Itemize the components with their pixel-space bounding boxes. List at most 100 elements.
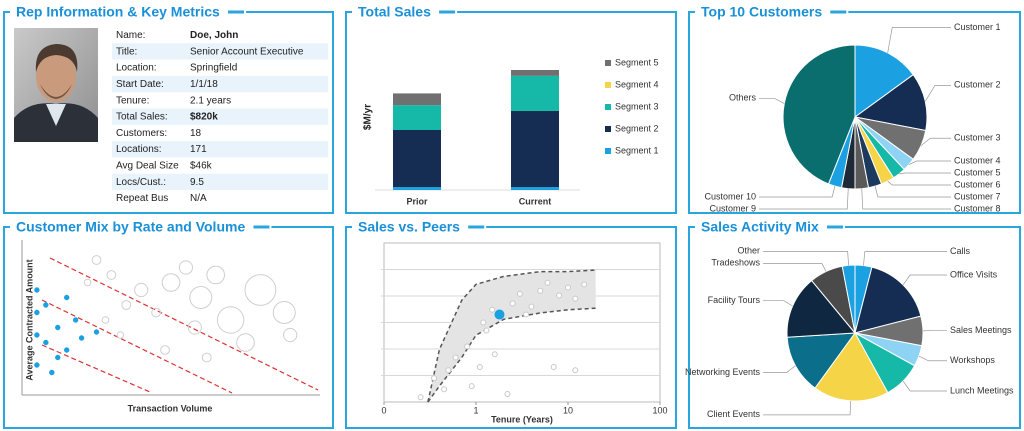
title-gap (695, 218, 845, 236)
panel-title: Rep Information & Key Metrics (16, 4, 220, 20)
bubble (93, 329, 100, 335)
row-label: Tenure: (116, 95, 149, 106)
scatter-point (537, 287, 544, 294)
slice-label: Lunch Meetings (950, 385, 1014, 395)
legend-swatch (605, 60, 611, 66)
row-bg (112, 108, 328, 125)
bubble (34, 309, 40, 316)
trend-line (41, 344, 151, 393)
bubble (134, 282, 149, 298)
scatter-point (494, 309, 505, 320)
bubble (178, 260, 193, 275)
legend-swatch (605, 82, 611, 88)
panel-title: Total Sales (358, 4, 431, 20)
bubble (49, 369, 55, 376)
leader-line (902, 274, 947, 286)
legend-label: Segment 3 (615, 101, 659, 111)
scatter-point (483, 327, 490, 334)
photo-beard (40, 84, 72, 99)
x-tick-label: Current (519, 196, 552, 206)
row-label: Locs/Cust.: (116, 177, 166, 188)
slice-label: Customer 1 (954, 22, 1001, 32)
scatter-point (417, 394, 424, 401)
row-value: 9.5 (190, 177, 204, 188)
bubble (201, 352, 212, 363)
bar-segment (393, 187, 441, 190)
photo-hair (35, 44, 78, 72)
scatter-point (572, 295, 579, 302)
panel-title: Customer Mix by Rate and Volume (16, 219, 245, 235)
pie-slice (786, 332, 857, 389)
x-tick-label: 1 (473, 405, 478, 415)
bubble (216, 306, 245, 334)
title-gap (352, 218, 487, 236)
slice-label: Client Events (707, 409, 761, 419)
legend-swatch (605, 148, 611, 154)
pie-slice (782, 44, 856, 185)
slice-label: Tradeshows (711, 258, 760, 268)
trend-line (41, 299, 233, 394)
slice-label: Customer 10 (704, 191, 756, 201)
bubble (83, 278, 92, 287)
bubble (160, 345, 170, 355)
x-tick-label: 10 (563, 405, 573, 415)
band-upper (427, 269, 596, 403)
slice-label: Customer 8 (954, 203, 1001, 213)
row-value: Senior Account Executive (190, 46, 304, 57)
bubble (151, 307, 162, 318)
slice-label: Customer 4 (954, 155, 1001, 165)
x-tick-label: 100 (652, 405, 667, 415)
leader-line (874, 186, 951, 198)
slice-label: Customer 2 (954, 80, 1001, 90)
legend-swatch (605, 126, 611, 132)
row-label: Locations: (116, 144, 162, 155)
bubble (161, 273, 181, 292)
bar-segment (393, 130, 441, 188)
bubble (106, 270, 117, 280)
bubble (64, 347, 70, 353)
bubble (236, 333, 255, 352)
bar-segment (511, 70, 559, 76)
x-tick-label: Prior (406, 196, 428, 206)
row-label: Avg Deal Size (116, 161, 179, 172)
bar-segment (511, 110, 559, 188)
slice-label: Others (729, 93, 757, 103)
bubble (91, 255, 102, 265)
bar-segment (511, 187, 559, 190)
scatter-point (516, 290, 523, 297)
title-gap (695, 3, 849, 21)
bubble (55, 324, 61, 331)
band-lower (427, 307, 596, 403)
bubble (244, 274, 277, 306)
photo-shirt (46, 104, 66, 126)
bubble (43, 302, 49, 308)
row-bg (112, 173, 328, 190)
legend-label: Segment 4 (615, 79, 659, 89)
scatter-point (452, 354, 459, 361)
x-axis-label: Transaction Volume (128, 403, 213, 413)
row-bg (112, 43, 328, 60)
bubble (189, 286, 213, 309)
bubble (34, 332, 40, 338)
panel-frame (688, 226, 1021, 429)
legend-swatch (605, 104, 611, 110)
row-value: N/A (190, 193, 207, 204)
pie-slice (854, 44, 914, 118)
scatter-point (464, 343, 471, 350)
row-label: Total Sales: (116, 112, 168, 123)
slice-label: Office Visits (950, 269, 998, 279)
row-value: 2.1 years (190, 95, 231, 106)
band-fill (427, 270, 596, 402)
row-value: $46k (190, 161, 213, 172)
scatter-point (550, 364, 557, 371)
slice-label: Networking Events (685, 367, 761, 377)
leader-line (924, 85, 951, 102)
panel-frame (345, 226, 677, 429)
row-value: Doe, John (190, 30, 238, 41)
row-bg (112, 75, 328, 93)
leader-line (887, 27, 951, 53)
legend-label: Segment 1 (615, 145, 659, 155)
row-label: Start Date: (116, 79, 164, 90)
bubble (78, 335, 85, 341)
